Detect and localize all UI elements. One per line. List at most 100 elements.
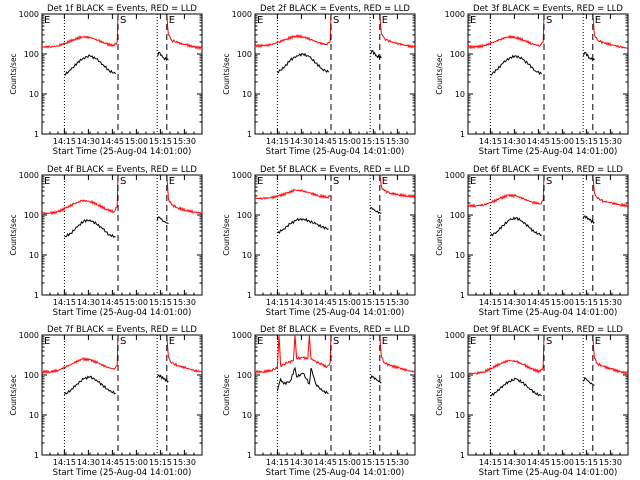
y-tick-label: 1 (460, 451, 465, 460)
panel-title: Det 8f BLACK = Events, RED = LLD (260, 325, 410, 335)
lld-series-line (166, 174, 203, 215)
x-tick-label: 15:00 (125, 458, 148, 467)
lld-series-line (379, 174, 416, 199)
x-tick-label: 15:15 (575, 137, 598, 146)
x-tick-label: 15:00 (125, 137, 148, 146)
x-tick-label: 15:30 (386, 298, 409, 307)
detector-panel-6: Det 6f BLACK = Events, RED = LLD 1 10 100 10… (435, 165, 629, 318)
x-tick-label: 14:30 (77, 137, 100, 146)
marker-label-E: E (169, 176, 175, 187)
y-tick-label: 1 (34, 291, 39, 300)
x-tick-label: 15:30 (599, 137, 622, 146)
events-series-line (489, 216, 542, 237)
y-tick-label: 10 (455, 90, 465, 99)
x-axis-label: Start Time (25-Aug-04 14:01:00) (266, 468, 405, 478)
lld-series-line (254, 334, 332, 374)
x-tick-label: 15:00 (125, 298, 148, 307)
x-tick-label: 15:15 (149, 137, 172, 146)
panel-title: Det 3f BLACK = Events, RED = LLD (473, 4, 623, 14)
marker-label-E: E (257, 336, 263, 347)
x-tick-label: 15:00 (338, 298, 361, 307)
lld-series-line (166, 334, 202, 373)
events-series-line (369, 206, 382, 215)
x-tick-label: 14:15 (53, 137, 76, 146)
detector-panel-1: Det 1f BLACK = Events, RED = LLD 1 10 100 10… (9, 4, 203, 157)
marker-label-S: S (333, 15, 339, 26)
y-tick-label: 1 (247, 291, 252, 300)
plot-frame (41, 334, 203, 456)
x-tick-label: 14:45 (101, 298, 124, 307)
x-tick-label: 14:45 (314, 298, 337, 307)
y-axis-label: Counts/sec (435, 53, 444, 94)
detector-panel-4: Det 4f BLACK = Events, RED = LLD 1 10 100 10… (9, 165, 203, 318)
y-tick-label: 1000 (445, 10, 465, 19)
x-tick-label: 15:00 (551, 137, 574, 146)
x-axis-label: Start Time (25-Aug-04 14:01:00) (53, 308, 192, 318)
y-tick-label: 10 (29, 411, 39, 420)
y-tick-label: 1000 (232, 10, 252, 19)
marker-label-E: E (595, 15, 601, 26)
marker-label-E: E (44, 176, 50, 187)
events-series-line (64, 54, 116, 76)
marker-label-E: E (382, 336, 388, 347)
x-tick-label: 15:15 (362, 458, 385, 467)
marker-label-E: E (169, 336, 175, 347)
x-tick-label: 14:30 (503, 458, 526, 467)
y-tick-label: 100 (237, 371, 252, 380)
lld-series-line (467, 174, 545, 209)
x-tick-label: 14:45 (527, 137, 550, 146)
marker-label-S: S (333, 336, 339, 347)
y-tick-label: 10 (242, 411, 252, 420)
y-axis-label: Counts/sec (435, 214, 444, 255)
x-tick-label: 14:30 (77, 458, 100, 467)
y-tick-label: 100 (24, 50, 39, 59)
marker-label-E: E (595, 336, 601, 347)
x-tick-label: 15:00 (551, 298, 574, 307)
x-tick-label: 14:15 (266, 298, 289, 307)
marker-label-E: E (257, 15, 263, 26)
x-tick-label: 14:30 (77, 298, 100, 307)
x-tick-label: 14:15 (479, 298, 502, 307)
x-tick-label: 15:15 (575, 458, 598, 467)
y-axis-label: Counts/sec (222, 214, 231, 255)
x-tick-label: 14:30 (290, 137, 313, 146)
y-tick-label: 1000 (19, 10, 39, 19)
marker-label-E: E (470, 15, 476, 26)
detector-panel-7: Det 7f BLACK = Events, RED = LLD 1 10 100 10… (9, 325, 203, 478)
plot-frame (254, 334, 416, 456)
x-tick-label: 15:00 (338, 458, 361, 467)
x-tick-label: 14:45 (314, 137, 337, 146)
events-series-line (490, 377, 542, 397)
panel-title: Det 1f BLACK = Events, RED = LLD (47, 4, 197, 14)
events-series-line (156, 216, 169, 225)
panel-title: Det 5f BLACK = Events, RED = LLD (260, 165, 410, 175)
x-tick-label: 15:15 (362, 298, 385, 307)
lld-series-line (41, 13, 119, 49)
x-tick-label: 15:30 (386, 137, 409, 146)
x-tick-label: 14:45 (101, 137, 124, 146)
events-series-line (63, 375, 116, 396)
x-axis-label: Start Time (25-Aug-04 14:01:00) (53, 147, 192, 157)
x-tick-label: 15:30 (173, 298, 196, 307)
marker-label-S: S (546, 176, 552, 187)
x-axis-label: Start Time (25-Aug-04 14:01:00) (266, 147, 405, 157)
y-axis-label: Counts/sec (435, 374, 444, 415)
y-tick-label: 1 (247, 451, 252, 460)
lld-series-line (592, 174, 629, 208)
y-tick-label: 10 (29, 90, 39, 99)
marker-label-S: S (120, 336, 126, 347)
lld-series-line (41, 174, 119, 216)
y-tick-label: 1 (34, 451, 39, 460)
lld-series-line (592, 334, 629, 376)
marker-label-S: S (546, 15, 552, 26)
marker-label-E: E (470, 176, 476, 187)
x-axis-label: Start Time (25-Aug-04 14:01:00) (479, 147, 618, 157)
lld-series-line (41, 334, 119, 375)
y-tick-label: 1000 (19, 171, 39, 180)
marker-label-E: E (382, 176, 388, 187)
x-tick-label: 15:15 (149, 458, 172, 467)
lld-series-line (166, 13, 203, 51)
x-axis-label: Start Time (25-Aug-04 14:01:00) (479, 308, 618, 318)
y-tick-label: 10 (455, 251, 465, 260)
x-tick-label: 14:30 (290, 458, 313, 467)
